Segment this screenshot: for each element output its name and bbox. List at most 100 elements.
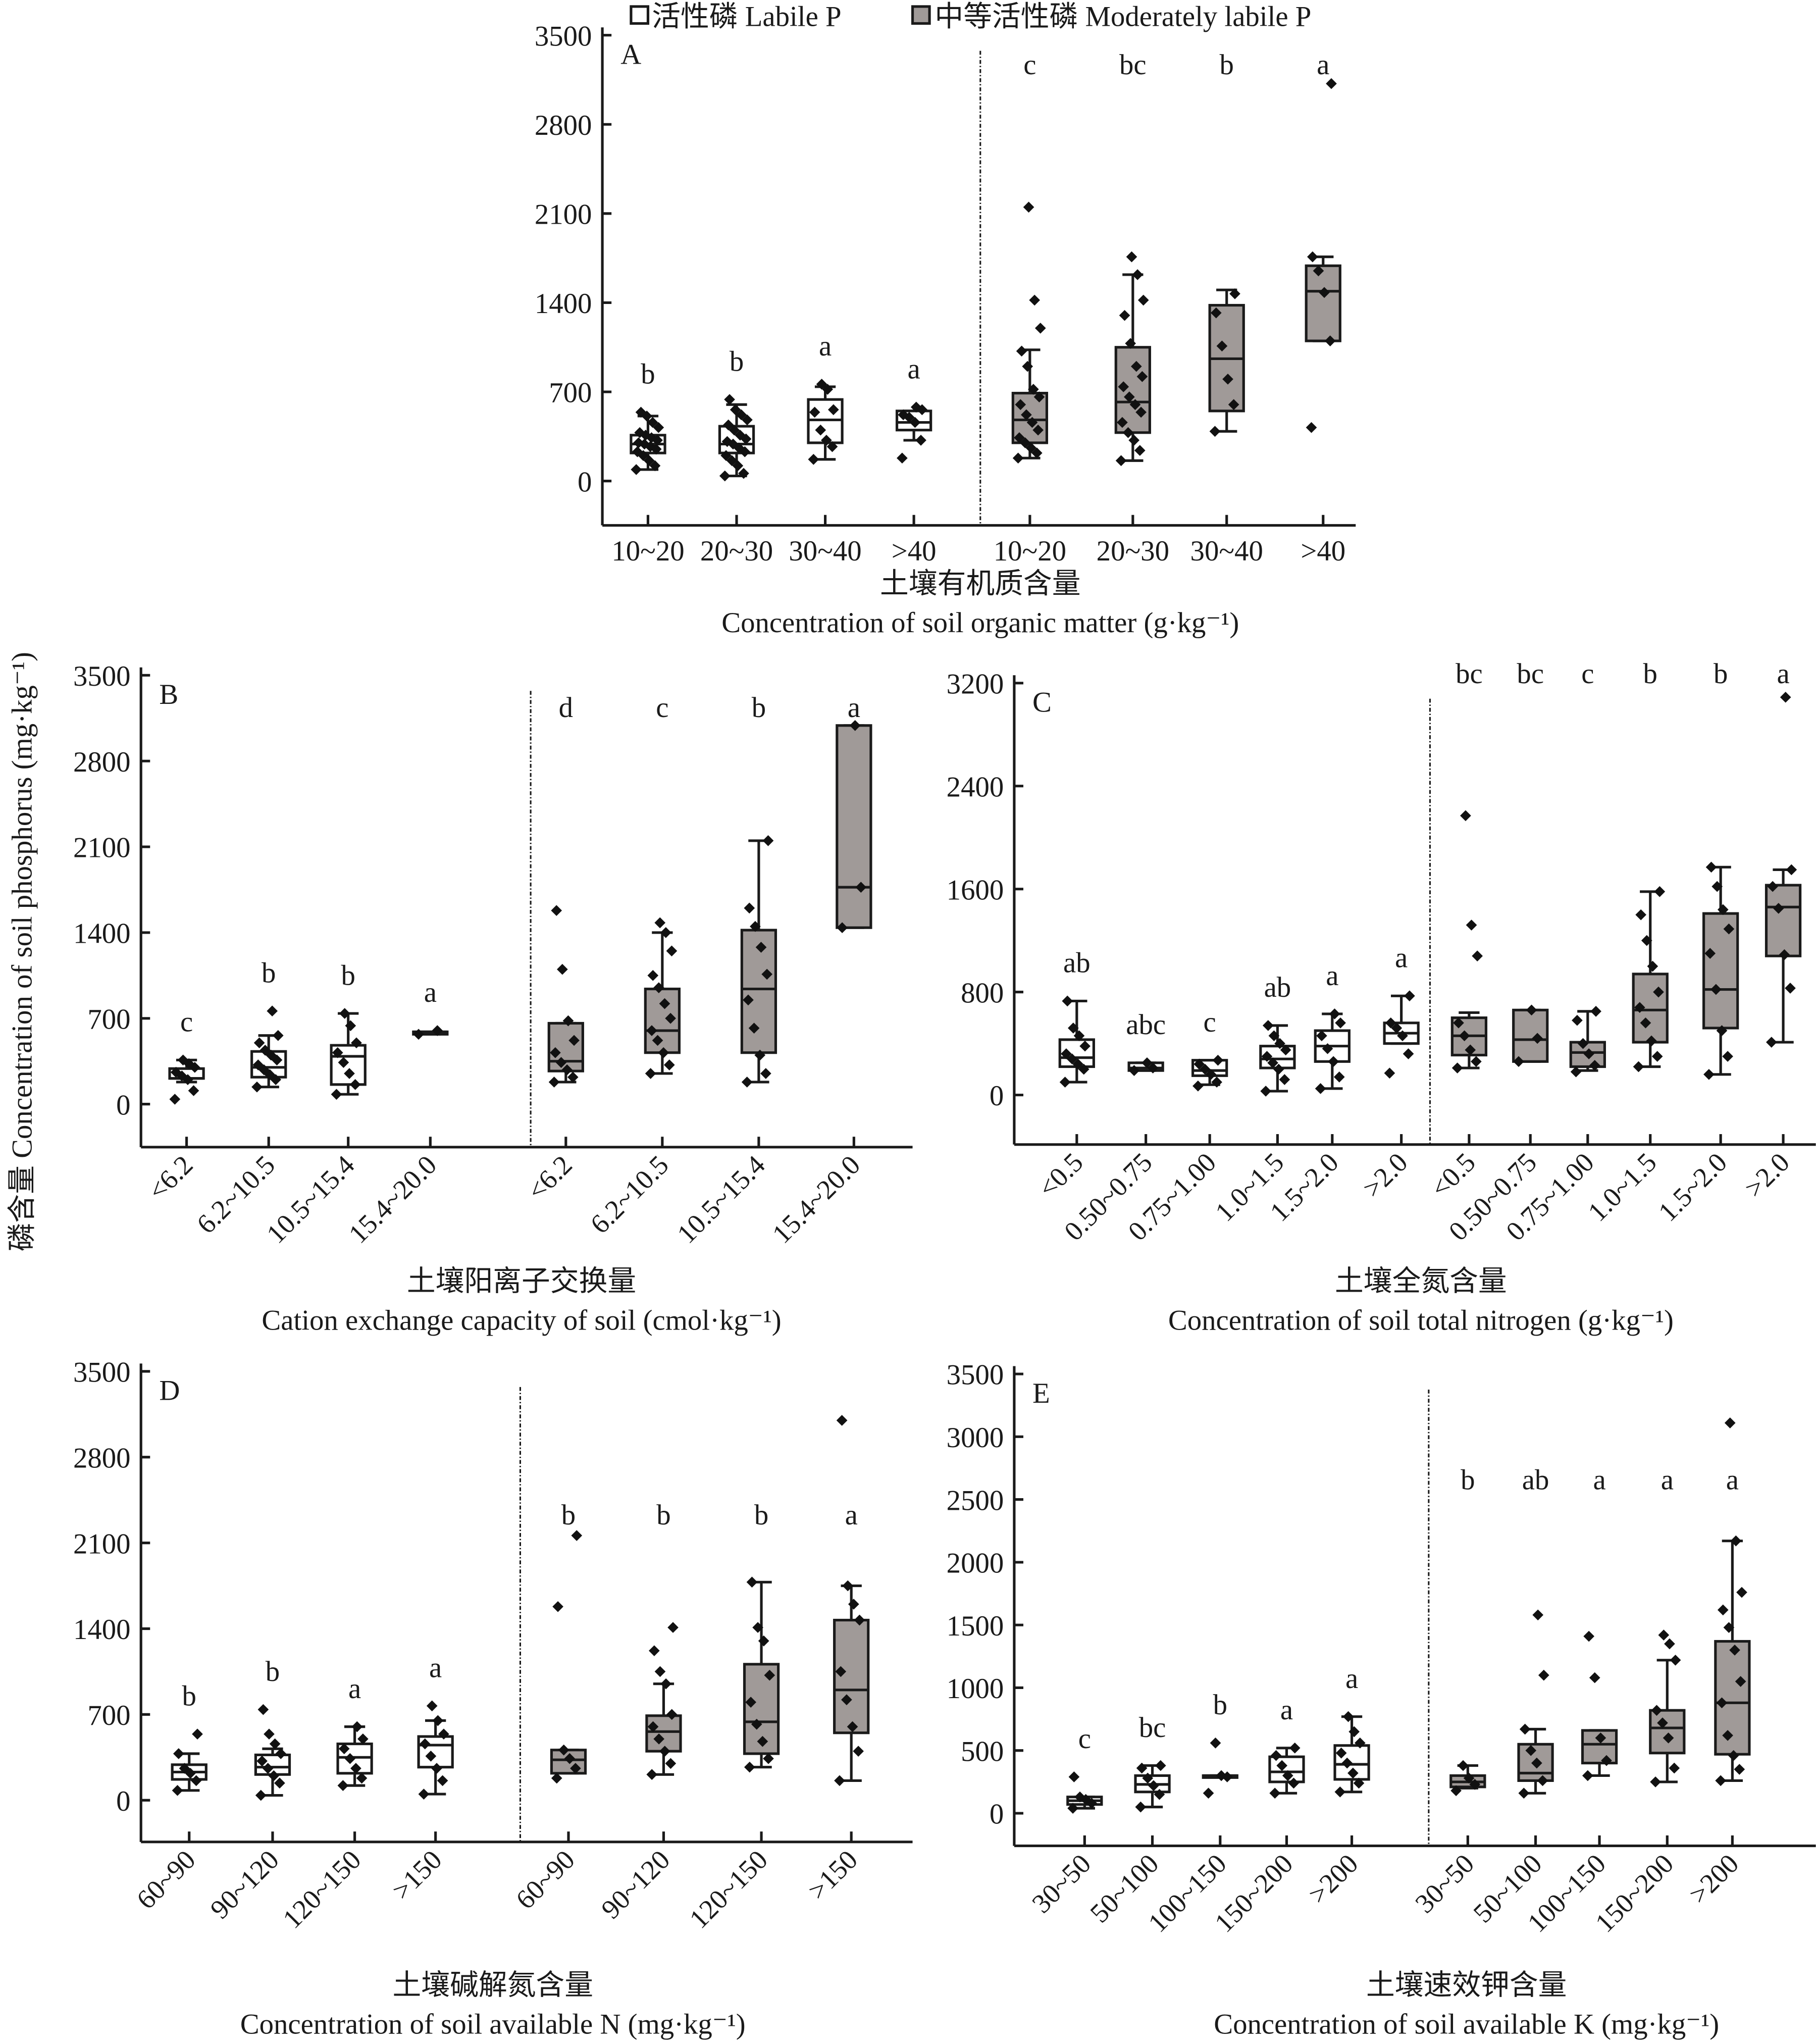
x-tick-label: >150 <box>386 1845 448 1906</box>
data-point <box>654 1666 666 1677</box>
data-point <box>267 1005 278 1017</box>
data-point <box>1354 1738 1366 1749</box>
significance-letter: b <box>641 359 655 390</box>
panel-letter: A <box>620 39 641 71</box>
data-point <box>744 902 755 914</box>
data-point <box>809 406 820 418</box>
x-tick-label: 10~20 <box>611 535 684 567</box>
significance-letter: a <box>424 977 437 1008</box>
data-point <box>552 1601 563 1612</box>
data-point <box>1128 435 1139 446</box>
data-point <box>1715 1775 1726 1786</box>
data-point <box>758 1635 769 1647</box>
data-point <box>1451 1062 1463 1074</box>
data-point <box>645 1068 656 1079</box>
data-point <box>331 1089 342 1100</box>
x-tick-label: <6.2 <box>142 1150 199 1206</box>
x-axis-label-en: Concentration of soil total nitrogen (g·… <box>1168 1304 1674 1336</box>
legend-label-moderately-labile: 中等活性磷 Moderately labile P <box>935 1 1311 33</box>
x-tick-label: >200 <box>1683 1848 1745 1910</box>
data-point <box>1384 1067 1395 1079</box>
y-tick-label: 2100 <box>73 832 131 864</box>
data-point <box>1329 1008 1340 1019</box>
data-point <box>1115 455 1127 467</box>
y-tick-label: 2100 <box>535 199 592 231</box>
data-point <box>1026 417 1038 428</box>
legend-label-labile: 活性磷 Labile P <box>652 1 841 33</box>
data-point <box>853 1746 864 1757</box>
x-tick-label: >2.0 <box>1357 1147 1414 1203</box>
data-point <box>548 1077 560 1088</box>
x-axis-label-cn: 土壤速效钾含量 <box>1366 1969 1567 2001</box>
data-point <box>741 1077 753 1088</box>
legend-swatch-labile <box>630 5 650 25</box>
data-point <box>1572 1014 1583 1026</box>
data-point <box>732 460 744 472</box>
data-point <box>257 1704 269 1715</box>
significance-letter: b <box>754 1499 768 1531</box>
data-point <box>1012 452 1024 464</box>
data-point <box>1016 345 1027 357</box>
box-labile-p-2: c0.75~1.00 <box>1122 1006 1228 1247</box>
data-point <box>724 394 735 405</box>
data-point <box>761 968 773 980</box>
y-tick-label: 2800 <box>73 1442 131 1474</box>
x-tick-label: 6.2~10.5 <box>585 1150 674 1240</box>
y-tick-label: 2800 <box>535 110 592 141</box>
y-tick-label: 1500 <box>947 1610 1004 1642</box>
data-point <box>1200 1063 1211 1075</box>
data-point <box>1031 447 1043 458</box>
data-point <box>762 835 774 846</box>
data-point <box>1403 1048 1414 1059</box>
shared-y-axis-label: 磷含量 Concentration of soil phosphorus (mg… <box>6 652 38 1251</box>
significance-letter: a <box>1395 942 1408 974</box>
y-tick-label: 2000 <box>947 1548 1004 1579</box>
significance-letter: b <box>1213 1689 1227 1721</box>
x-axis-label-en: Cation exchange capacity of soil (cmol·k… <box>262 1304 781 1336</box>
data-point <box>432 1025 443 1036</box>
significance-letter: a <box>1726 1464 1739 1496</box>
panel-d: D 0 700 1400 2100 2800 3500 b 60~90 b 90~120 a 120~1… <box>73 1357 913 2040</box>
x-tick-label: 15.4~20.0 <box>766 1150 866 1249</box>
data-point <box>337 1780 349 1791</box>
data-point <box>1280 1044 1291 1056</box>
data-point <box>842 1580 854 1592</box>
x-tick-label: >40 <box>1301 535 1345 567</box>
data-point <box>649 460 661 472</box>
data-point <box>760 1068 771 1079</box>
significance-letter: a <box>845 1499 858 1531</box>
x-axis-label-en: Concentration of soil available N (mg·kg… <box>240 2008 746 2040</box>
data-point <box>1703 1068 1715 1080</box>
significance-letter: b <box>561 1499 576 1531</box>
data-point <box>339 1008 350 1019</box>
data-point <box>654 917 666 929</box>
data-point <box>1385 1017 1396 1029</box>
significance-letter: a <box>819 330 832 362</box>
box-moderately-labile-p-0: b30~50 <box>1409 1464 1486 1919</box>
data-point <box>1136 1762 1148 1774</box>
x-tick-label: 120~150 <box>277 1845 367 1934</box>
data-point <box>916 404 928 416</box>
data-point <box>729 424 740 436</box>
data-point <box>551 905 562 916</box>
data-point <box>1142 1772 1154 1784</box>
data-point <box>1059 1077 1071 1088</box>
data-point <box>1577 1038 1589 1049</box>
iqr-box <box>1512 1008 1549 1063</box>
data-point <box>1460 810 1471 822</box>
data-point <box>738 468 749 479</box>
data-point <box>169 1094 181 1105</box>
data-point <box>332 1047 343 1058</box>
x-tick-label: >200 <box>1303 1848 1364 1910</box>
panel-letter: B <box>159 679 178 710</box>
data-point <box>1313 265 1324 277</box>
data-point <box>1641 935 1652 946</box>
data-point <box>1786 864 1797 876</box>
data-point <box>344 1753 356 1764</box>
box-moderately-labile-p-1: b 90~120 <box>595 1499 682 1925</box>
x-axis-label-cn: 土壤全氮含量 <box>1335 1265 1507 1297</box>
x-tick-label: 20~30 <box>700 535 773 567</box>
data-point <box>744 1761 755 1773</box>
data-point <box>351 1721 363 1732</box>
significance-letter: a <box>348 1673 361 1705</box>
